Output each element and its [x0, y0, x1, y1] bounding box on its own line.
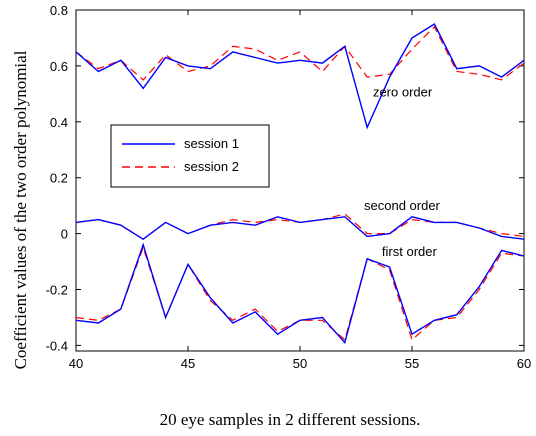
x-axis-title: 20 eye samples in 2 different sessions.	[160, 410, 421, 429]
y-tick-label: 0	[61, 227, 68, 242]
legend: session 1 session 2	[110, 124, 270, 188]
group-annotations: zero order second order first order	[364, 85, 441, 259]
line-session-1-second-order	[75, 216, 525, 241]
x-tick-label: 60	[517, 356, 531, 371]
axis-ticks: 40 45 50 55 60 -0.4 -0.2 0 0.2 0.4 0.6 0.8	[46, 3, 532, 371]
line-session-1-zero-order	[75, 22, 525, 130]
x-tick-label: 55	[405, 356, 419, 371]
annotation-first-order: first order	[382, 244, 438, 259]
y-tick-label: 0.2	[50, 171, 68, 186]
annotation-zero-order: zero order	[373, 85, 433, 100]
line-session-2-zero-order	[75, 25, 525, 81]
y-tick-label: 0.6	[50, 59, 68, 74]
series-layer	[75, 22, 525, 345]
annotation-second-order: second order	[364, 198, 441, 213]
legend-label-session-2: session 2	[184, 159, 239, 174]
y-tick-label: 0.8	[50, 3, 68, 18]
x-tick-label: 40	[69, 356, 83, 371]
y-axis-title: Coefficient values of the two order poly…	[11, 50, 30, 369]
y-tick-label: 0.4	[50, 115, 68, 130]
legend-box	[110, 124, 270, 188]
x-tick-label: 45	[181, 356, 195, 371]
legend-label-session-1: session 1	[184, 136, 239, 151]
x-tick-label: 50	[293, 356, 307, 371]
line-session-1-first-order	[75, 242, 525, 345]
y-tick-label: -0.4	[46, 338, 68, 353]
y-tick-label: -0.2	[46, 283, 68, 298]
